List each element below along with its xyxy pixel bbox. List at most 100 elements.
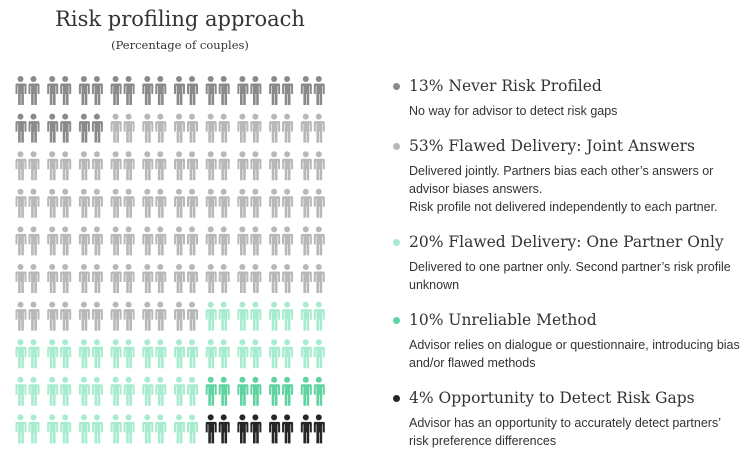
couple-icon xyxy=(47,301,72,331)
couple-icon xyxy=(142,76,167,105)
chart-title: Risk profiling approach xyxy=(55,7,305,31)
legend-item: 13% Never Risk Profiled No way for adviso… xyxy=(393,76,743,120)
couple-icon xyxy=(142,301,167,331)
legend-heading: 10% Unreliable Method xyxy=(409,311,597,329)
couple-icon xyxy=(110,188,135,218)
couple-icon xyxy=(142,339,167,369)
couple-icon xyxy=(142,188,167,218)
legend-description: Advisor relies on dialogue or questionna… xyxy=(393,336,743,372)
couple-icon xyxy=(300,226,325,256)
legend-dot-icon xyxy=(393,83,400,90)
couple-icon xyxy=(78,414,103,444)
couple-icon xyxy=(237,301,262,331)
couple-icon xyxy=(269,226,294,256)
legend-dot-icon xyxy=(393,317,400,324)
legend-description: Delivered jointly. Partners bias each ot… xyxy=(393,162,743,216)
couple-icon xyxy=(142,376,167,406)
legend-heading: 53% Flawed Delivery: Joint Answers xyxy=(409,137,695,155)
couple-icon xyxy=(15,188,40,218)
couple-icon xyxy=(15,264,40,293)
couple-icon xyxy=(205,226,230,256)
legend-item: 4% Opportunity to Detect Risk Gaps Adviso… xyxy=(393,388,743,450)
couple-icon xyxy=(300,264,325,293)
couple-icon xyxy=(78,188,103,218)
couple-icon xyxy=(47,76,72,105)
couple-icon xyxy=(142,414,167,444)
couple-icon xyxy=(78,151,103,181)
couple-icon xyxy=(237,264,262,293)
couple-icon xyxy=(205,376,230,406)
couple-icon xyxy=(47,188,72,218)
couple-icon xyxy=(173,151,198,181)
legend-description-line: No way for advisor to detect risk gaps xyxy=(409,104,618,118)
legend-item: 20% Flawed Delivery: One Partner Only Del… xyxy=(393,232,743,294)
couple-icon xyxy=(15,414,40,444)
couple-icon xyxy=(47,113,72,143)
couple-icon xyxy=(237,339,262,369)
couple-icon xyxy=(205,76,230,105)
couple-icon xyxy=(300,376,325,406)
couple-icon xyxy=(15,76,40,105)
couple-icon xyxy=(142,113,167,143)
couple-icon xyxy=(300,151,325,181)
legend-heading: 20% Flawed Delivery: One Partner Only xyxy=(409,233,724,251)
couple-icon xyxy=(15,151,40,181)
legend-heading: 13% Never Risk Profiled xyxy=(409,77,602,95)
couple-icon xyxy=(269,76,294,105)
legend-dot-icon xyxy=(393,239,400,246)
couple-icon xyxy=(237,188,262,218)
legend-item: 10% Unreliable Method Advisor relies on d… xyxy=(393,310,743,372)
couple-icon xyxy=(78,301,103,331)
couple-icon xyxy=(269,301,294,331)
couple-icon xyxy=(15,226,40,256)
couple-icon xyxy=(110,76,135,105)
couple-icon xyxy=(173,376,198,406)
couple-icon xyxy=(205,188,230,218)
waffle-chart xyxy=(15,76,325,444)
couple-icon xyxy=(269,113,294,143)
legend-description: No way for advisor to detect risk gaps xyxy=(393,102,743,120)
couple-icon xyxy=(142,226,167,256)
couple-icon xyxy=(205,414,230,444)
couple-icon xyxy=(47,339,72,369)
couple-icon xyxy=(173,226,198,256)
legend-description: Advisor has an opportunity to accurately… xyxy=(393,414,743,450)
couple-icon xyxy=(269,264,294,293)
couple-icon xyxy=(173,414,198,444)
couple-icon xyxy=(15,301,40,331)
couple-icon xyxy=(300,301,325,331)
couple-icon xyxy=(300,113,325,143)
chart-subtitle: (Percentage of couples) xyxy=(111,38,249,52)
legend-heading: 4% Opportunity to Detect Risk Gaps xyxy=(409,389,695,407)
couple-icon xyxy=(173,113,198,143)
couple-icon xyxy=(142,151,167,181)
couple-icon xyxy=(205,339,230,369)
couple-icon xyxy=(237,414,262,444)
couple-icon xyxy=(47,264,72,293)
couple-icon xyxy=(205,151,230,181)
couple-icon xyxy=(269,339,294,369)
legend-description-line: Risk profile not delivered independently… xyxy=(409,200,718,214)
couple-icon xyxy=(300,414,325,444)
couple-icon xyxy=(78,113,103,143)
couple-icon xyxy=(205,301,230,331)
couple-icon xyxy=(110,414,135,444)
couple-icon xyxy=(78,76,103,105)
couple-icon xyxy=(15,113,40,143)
couple-icon xyxy=(78,376,103,406)
couple-icon xyxy=(173,339,198,369)
legend-item: 53% Flawed Delivery: Joint Answers Delive… xyxy=(393,136,743,216)
legend-description-line: Advisor relies on dialogue or questionna… xyxy=(409,338,740,370)
couple-icon xyxy=(300,339,325,369)
couple-icon xyxy=(78,339,103,369)
couple-icon xyxy=(173,264,198,293)
couple-icon xyxy=(78,226,103,256)
couple-icon xyxy=(47,226,72,256)
couple-icon xyxy=(110,339,135,369)
couple-icon xyxy=(205,264,230,293)
couple-icon xyxy=(78,264,103,293)
couple-icon xyxy=(173,301,198,331)
couple-icon xyxy=(269,188,294,218)
legend-description: Delivered to one partner only. Second pa… xyxy=(393,258,743,294)
couple-icon xyxy=(110,151,135,181)
